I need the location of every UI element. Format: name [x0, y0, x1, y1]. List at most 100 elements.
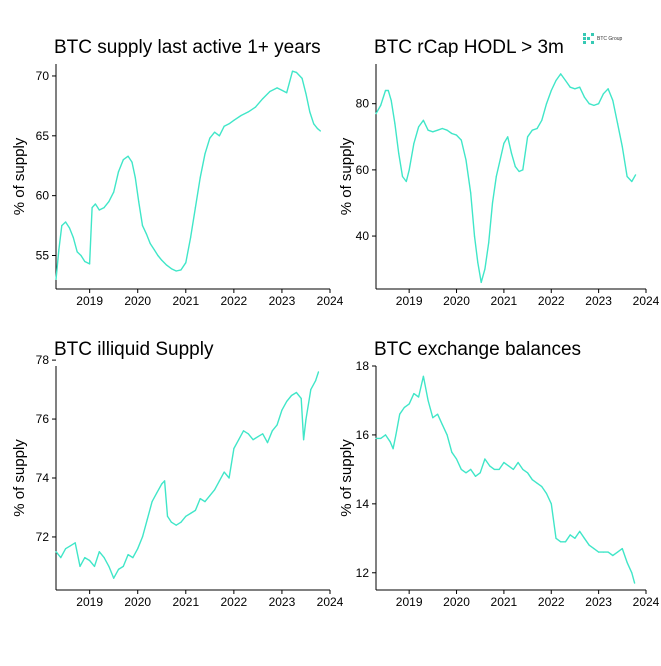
data-point [84, 557, 86, 559]
data-point [555, 537, 557, 539]
data-point [242, 430, 245, 432]
data-point [122, 159, 124, 161]
data-point [55, 551, 57, 553]
y-tick-label: 76 [36, 412, 50, 426]
data-point [190, 512, 192, 515]
data-point [149, 242, 151, 245]
data-point [455, 134, 458, 136]
x-tick-label: 2020 [443, 595, 470, 609]
data-point [574, 88, 576, 90]
x-tick-label: 2021 [491, 595, 518, 609]
data-point [76, 251, 78, 253]
data-point [427, 129, 429, 131]
x-tick-label: 2022 [538, 294, 565, 308]
data-point [621, 548, 623, 550]
x-tick-label: 2023 [585, 294, 612, 308]
x-tick-label: 2020 [443, 294, 470, 308]
y-axis-label: % of supply [338, 439, 355, 517]
data-point [98, 551, 100, 553]
data-point [413, 142, 415, 144]
data-point [204, 153, 206, 155]
data-point [569, 534, 571, 536]
data-point [117, 568, 120, 571]
data-point [214, 489, 216, 491]
data-point [209, 137, 211, 139]
data-point [617, 551, 619, 553]
series-line [55, 70, 321, 280]
data-point [408, 403, 410, 405]
data-point [134, 177, 136, 179]
data-point [455, 458, 458, 460]
data-point [583, 96, 586, 98]
data-point [103, 557, 105, 559]
data-point [518, 170, 520, 173]
data-point [269, 90, 271, 93]
data-point [593, 548, 595, 550]
data-point [161, 483, 163, 485]
data-point [276, 424, 278, 426]
data-point [541, 486, 543, 488]
data-point [108, 201, 110, 203]
data-point [151, 501, 153, 503]
data-point [89, 559, 91, 562]
data-point [635, 174, 637, 176]
data-point [588, 103, 590, 105]
logo-mark-icon [583, 33, 594, 44]
data-point [228, 477, 230, 479]
data-point [631, 572, 633, 574]
data-point [262, 98, 264, 100]
data-point [602, 93, 605, 95]
data-point [228, 123, 230, 125]
data-point [156, 492, 158, 494]
data-point [427, 399, 429, 402]
data-point [281, 89, 283, 91]
data-point [531, 129, 533, 131]
data-point [479, 472, 481, 474]
data-point [233, 447, 235, 450]
data-point [545, 492, 548, 495]
brand-label: BTC Group [597, 35, 623, 42]
data-point [394, 123, 396, 125]
data-point [190, 236, 192, 239]
data-point [441, 127, 443, 130]
data-point [446, 434, 448, 436]
data-point [536, 482, 538, 484]
data-point [465, 472, 467, 474]
data-point [593, 104, 595, 106]
data-point [65, 221, 67, 223]
data-point [477, 261, 479, 264]
data-point [495, 175, 497, 178]
data-point [422, 119, 424, 121]
data-point [145, 233, 147, 235]
data-point [550, 503, 552, 505]
data-point [266, 442, 269, 444]
data-point [194, 509, 196, 511]
y-axis-label: % of supply [11, 439, 28, 517]
data-point [460, 468, 462, 470]
data-point [380, 104, 382, 106]
data-point [295, 391, 297, 394]
data-point [617, 123, 619, 125]
y-tick-label: 14 [356, 497, 370, 511]
data-point [422, 375, 424, 377]
data-point [276, 87, 278, 89]
data-point [170, 521, 172, 523]
data-point [103, 207, 105, 209]
data-point [389, 441, 391, 443]
y-axis-label: % of supply [11, 137, 28, 215]
data-point [550, 89, 552, 92]
y-tick-label: 16 [356, 428, 370, 442]
data-point [390, 99, 392, 101]
data-point [470, 468, 472, 470]
data-point [583, 537, 586, 539]
data-point [392, 448, 394, 450]
data-point [401, 175, 404, 178]
series-line [375, 73, 637, 284]
y-tick-label: 74 [36, 471, 50, 485]
data-point [79, 565, 81, 568]
data-point [157, 254, 159, 257]
data-point [499, 159, 501, 161]
x-tick-label: 2022 [221, 595, 248, 609]
data-point [93, 565, 96, 568]
data-point [199, 498, 201, 500]
